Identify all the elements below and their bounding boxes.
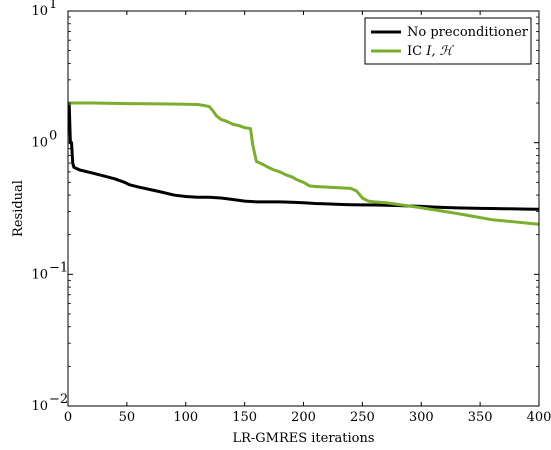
y-tick-label-1: 10 <box>31 136 48 151</box>
series-line-1 <box>68 103 539 224</box>
x-tick-label-6: 300 <box>409 410 434 425</box>
x-tick-label-3: 150 <box>232 410 257 425</box>
x-axis-label: LR-GMRES iterations <box>232 431 374 446</box>
y-axis-label: Residual <box>11 180 26 237</box>
plot-area <box>68 103 539 224</box>
y-tick-label-3: 10 <box>31 399 48 414</box>
x-tick-label-2: 100 <box>173 410 198 425</box>
x-tick-label-1: 50 <box>119 410 136 425</box>
y-tick-exponent-2: −1 <box>49 260 68 275</box>
legend-label-0: No preconditioner <box>407 25 529 40</box>
y-tick-label-0: 10 <box>31 4 48 19</box>
x-tick-label-8: 400 <box>527 410 551 425</box>
x-tick-label-0: 0 <box>64 410 72 425</box>
y-tick-exponent-0: 1 <box>49 0 57 12</box>
legend: No preconditioner IC I, ℋ <box>365 18 531 64</box>
x-tick-label-4: 200 <box>291 410 316 425</box>
legend-label-1: IC I, ℋ <box>407 44 455 59</box>
legend-label-math-1: I, ℋ <box>422 44 455 59</box>
y-tick-exponent-1: 0 <box>49 129 57 144</box>
x-tick-label-5: 250 <box>350 410 375 425</box>
y-tick-exponent-3: −2 <box>49 392 68 407</box>
x-tick-label-7: 350 <box>468 410 493 425</box>
y-tick-label-2: 10 <box>31 267 48 282</box>
series-line-0 <box>68 103 539 209</box>
